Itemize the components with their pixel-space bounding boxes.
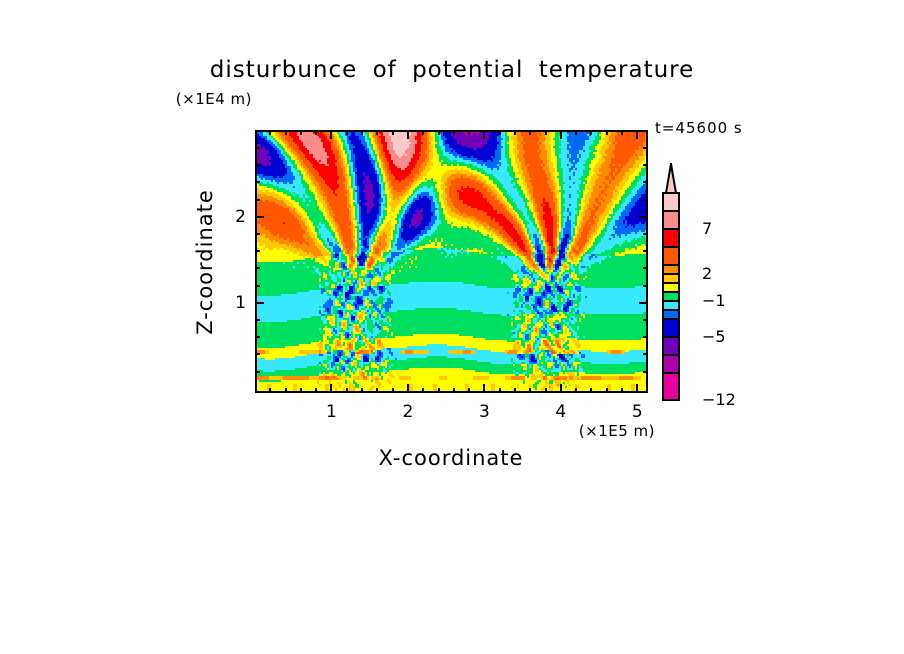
x-axis-unit-label: (×1E5 m) bbox=[578, 422, 655, 440]
x-tick-label: 4 bbox=[555, 402, 567, 422]
plot-title: disturbunce of potential temperature bbox=[209, 57, 695, 83]
x-axis-title: X-coordinate bbox=[378, 446, 524, 470]
time-annotation: t=45600 s bbox=[655, 119, 743, 137]
x-tick-label: 3 bbox=[478, 402, 490, 422]
x-tick-label: 5 bbox=[631, 402, 643, 422]
colorbar-tick-label: −5 bbox=[702, 327, 726, 346]
x-tick-label: 2 bbox=[402, 402, 414, 422]
colorbar-tick-label: 2 bbox=[702, 264, 713, 283]
z-tick-label: 2 bbox=[235, 206, 246, 227]
z-axis-title: Z-coordinate bbox=[193, 189, 217, 335]
z-tick-label: 1 bbox=[235, 292, 246, 313]
x-tick-label: 1 bbox=[326, 402, 337, 422]
colorbar-tick-label: −1 bbox=[702, 291, 726, 310]
colorbar-tick-label: −12 bbox=[702, 390, 736, 409]
contour-field-canvas bbox=[255, 130, 648, 393]
colorbar-tick-label: 7 bbox=[702, 219, 713, 238]
contour-plot-area bbox=[255, 130, 648, 393]
colorbar-canvas bbox=[661, 163, 681, 408]
colorbar bbox=[661, 163, 681, 408]
z-axis-unit-label: (×1E4 m) bbox=[175, 90, 252, 108]
